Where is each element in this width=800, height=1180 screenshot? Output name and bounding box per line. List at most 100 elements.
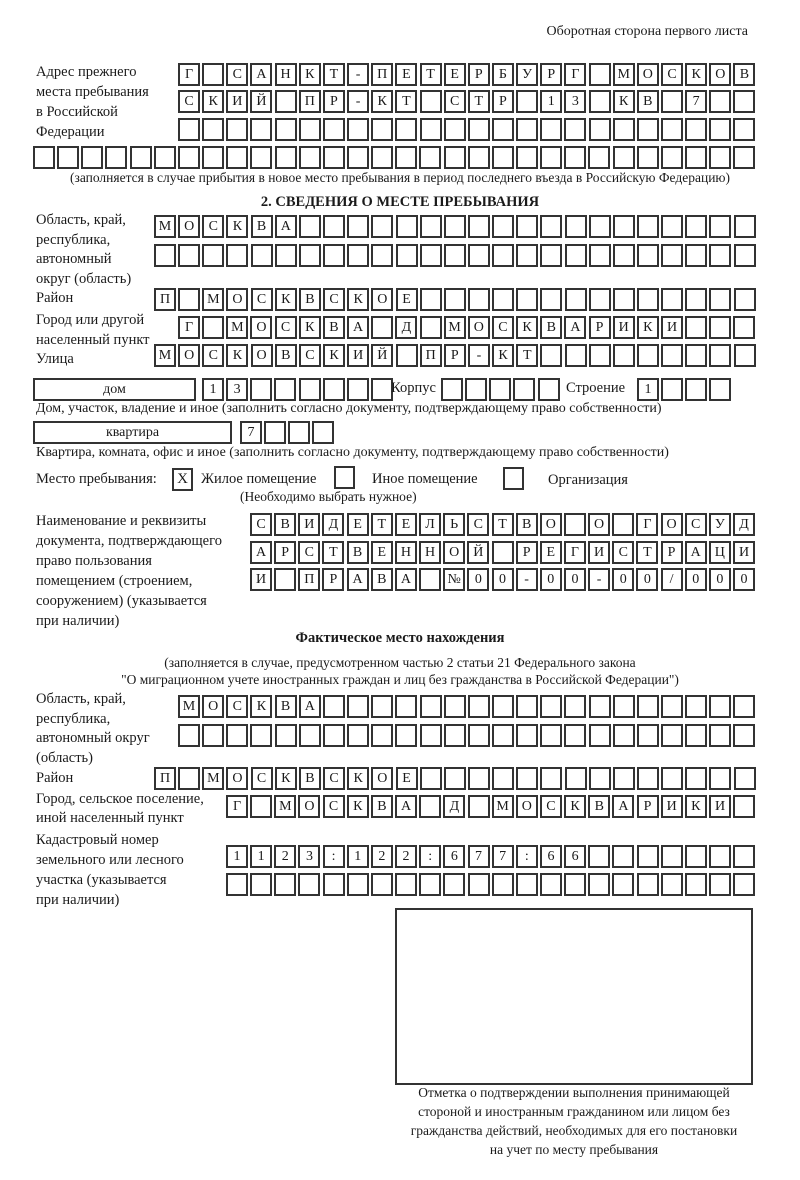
char-cell[interactable]: О (178, 344, 201, 367)
char-cell[interactable]: И (250, 568, 272, 591)
char-cell[interactable]: С (491, 316, 514, 339)
char-cell[interactable]: А (612, 795, 635, 818)
char-cell[interactable]: Т (322, 541, 345, 564)
char-cell[interactable] (564, 118, 587, 141)
char-cell[interactable] (685, 344, 708, 367)
char-cell[interactable] (441, 378, 463, 401)
char-cell[interactable]: О (250, 344, 273, 367)
char-cell[interactable]: В (515, 513, 538, 536)
char-cell[interactable] (226, 146, 249, 169)
char-cell[interactable] (733, 90, 756, 113)
char-cell[interactable]: Р (322, 568, 345, 591)
char-cell[interactable] (467, 244, 490, 267)
char-cell[interactable] (612, 513, 635, 536)
char-cell[interactable] (540, 724, 563, 747)
char-cell[interactable] (371, 146, 394, 169)
char-cell[interactable]: С (661, 63, 683, 86)
char-cell[interactable] (467, 146, 490, 169)
char-cell[interactable]: К (516, 316, 539, 339)
char-cell[interactable] (661, 344, 684, 367)
char-cell[interactable]: А (395, 795, 418, 818)
char-cell[interactable]: С (250, 513, 272, 536)
char-cell[interactable]: : (322, 845, 345, 868)
char-cell[interactable] (371, 378, 394, 401)
char-cell[interactable]: Г (564, 63, 587, 86)
char-cell[interactable] (588, 288, 611, 311)
char-cell[interactable] (564, 724, 587, 747)
char-cell[interactable] (467, 795, 490, 818)
char-cell[interactable]: А (298, 695, 321, 718)
char-cell[interactable] (419, 316, 442, 339)
char-cell[interactable] (709, 724, 732, 747)
char-cell[interactable]: К (323, 344, 346, 367)
char-cell[interactable]: О (539, 513, 562, 536)
char-cell[interactable]: 6 (539, 845, 562, 868)
char-cell[interactable] (347, 724, 370, 747)
char-cell[interactable] (33, 146, 55, 169)
char-cell[interactable] (685, 288, 708, 311)
char-cell[interactable] (685, 215, 708, 238)
char-cell[interactable] (612, 244, 635, 267)
char-cell[interactable]: - (347, 90, 370, 113)
char-cell[interactable] (395, 873, 418, 896)
char-cell[interactable] (419, 724, 442, 747)
char-cell[interactable] (298, 244, 321, 267)
char-cell[interactable] (371, 244, 394, 267)
char-cell[interactable]: М (612, 63, 635, 86)
char-cell[interactable] (516, 695, 539, 718)
char-cell[interactable] (491, 146, 514, 169)
char-cell[interactable] (612, 118, 635, 141)
char-cell[interactable] (346, 873, 369, 896)
char-cell[interactable] (298, 146, 321, 169)
char-cell[interactable]: К (347, 767, 370, 790)
char-cell[interactable] (467, 695, 490, 718)
char-cell[interactable] (443, 244, 466, 267)
char-cell[interactable]: / (660, 568, 683, 591)
char-cell[interactable]: О (588, 513, 611, 536)
char-cell[interactable] (443, 767, 466, 790)
char-cell[interactable] (685, 724, 708, 747)
char-cell[interactable]: 6 (443, 845, 466, 868)
char-cell[interactable] (612, 146, 635, 169)
char-cell[interactable] (443, 215, 466, 238)
char-cell[interactable] (274, 724, 297, 747)
char-cell[interactable]: 1 (226, 845, 248, 868)
char-cell[interactable]: С (467, 513, 490, 536)
char-cell[interactable]: 0 (539, 568, 562, 591)
char-cell[interactable]: К (492, 344, 515, 367)
char-cell[interactable] (685, 695, 708, 718)
char-cell[interactable] (129, 146, 152, 169)
char-cell[interactable] (588, 724, 611, 747)
char-cell[interactable] (637, 215, 659, 238)
char-cell[interactable] (298, 215, 321, 238)
char-cell[interactable] (540, 244, 563, 267)
char-cell[interactable] (419, 795, 442, 818)
char-cell[interactable] (733, 118, 756, 141)
char-cell[interactable]: А (394, 568, 417, 591)
char-cell[interactable] (709, 873, 731, 896)
char-cell[interactable] (588, 63, 611, 86)
char-cell[interactable] (564, 244, 587, 267)
char-cell[interactable] (250, 378, 273, 401)
char-cell[interactable] (564, 215, 587, 238)
char-cell[interactable] (298, 724, 321, 747)
char-cell[interactable]: В (636, 90, 659, 113)
char-cell[interactable] (371, 215, 394, 238)
char-cell[interactable]: Г (178, 316, 200, 339)
char-cell[interactable]: 1 (346, 845, 369, 868)
char-cell[interactable] (588, 845, 611, 868)
char-cell[interactable]: 0 (733, 568, 755, 591)
char-cell[interactable]: 1 (540, 90, 563, 113)
char-cell[interactable] (178, 767, 201, 790)
char-cell[interactable]: У (708, 513, 731, 536)
char-cell[interactable] (733, 795, 756, 818)
char-cell[interactable]: Е (395, 288, 418, 311)
char-cell[interactable] (612, 344, 635, 367)
char-cell[interactable] (685, 146, 708, 169)
char-cell[interactable] (346, 146, 369, 169)
char-cell[interactable]: 0 (612, 568, 635, 591)
char-cell[interactable] (202, 63, 225, 86)
char-cell[interactable]: Е (346, 513, 369, 536)
char-cell[interactable]: К (202, 90, 225, 113)
char-cell[interactable] (564, 767, 587, 790)
